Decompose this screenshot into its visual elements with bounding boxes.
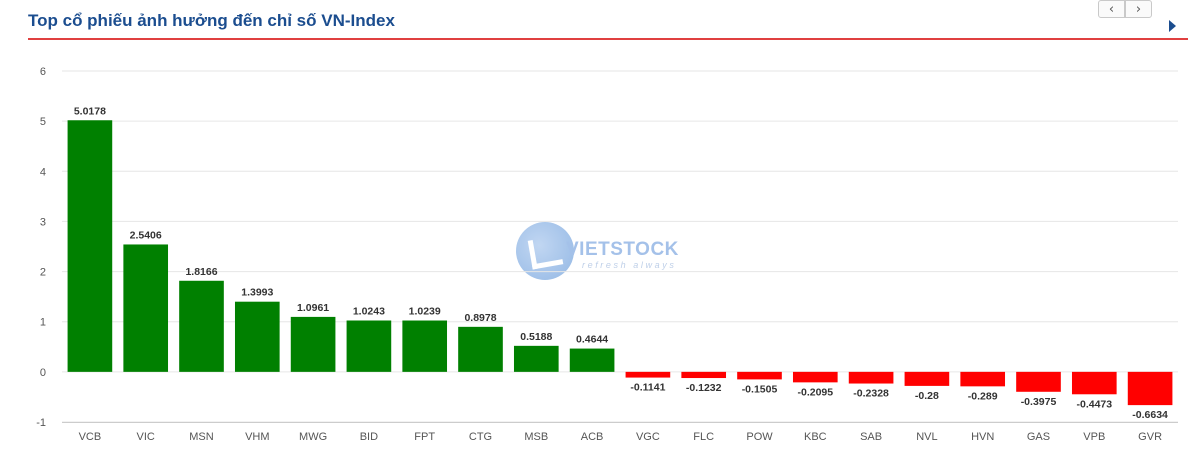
y-tick-label: 6 bbox=[40, 66, 46, 78]
data-label: 1.3993 bbox=[241, 287, 273, 299]
y-tick-label: 1 bbox=[40, 317, 46, 329]
bar bbox=[123, 244, 169, 372]
x-tick-label: SAB bbox=[860, 431, 882, 443]
x-tick-label: MSN bbox=[189, 431, 214, 443]
data-label: -0.1141 bbox=[630, 382, 665, 394]
data-label: -0.2095 bbox=[797, 386, 833, 398]
bar bbox=[737, 371, 782, 380]
data-label: -0.4473 bbox=[1076, 398, 1112, 410]
bar bbox=[848, 371, 894, 384]
bar bbox=[346, 320, 392, 372]
y-tick-label: 0 bbox=[40, 367, 46, 379]
data-label: -0.1505 bbox=[742, 383, 778, 395]
x-tick-label: MWG bbox=[299, 431, 327, 443]
x-tick-label: GVR bbox=[1138, 431, 1162, 443]
x-tick-label: HVN bbox=[971, 431, 994, 443]
x-tick-label: VPB bbox=[1083, 431, 1105, 443]
x-tick-label: BID bbox=[360, 431, 378, 443]
data-label: 5.0178 bbox=[74, 105, 106, 117]
y-tick-label: -1 bbox=[36, 417, 46, 429]
globe-logo-icon bbox=[516, 222, 574, 280]
bar bbox=[1071, 371, 1117, 395]
bar bbox=[681, 371, 727, 379]
x-tick-label: FPT bbox=[414, 431, 435, 443]
bar bbox=[290, 316, 336, 372]
data-label: 0.4644 bbox=[576, 334, 608, 346]
x-tick-label: VHM bbox=[245, 431, 269, 443]
vietstock-watermark: VIETSTOCK refresh always bbox=[516, 222, 706, 284]
bar bbox=[1016, 371, 1061, 392]
bar bbox=[402, 320, 448, 372]
play-arrow-icon[interactable] bbox=[1169, 20, 1176, 32]
watermark-tagline: refresh always bbox=[582, 260, 677, 270]
data-label: 0.8978 bbox=[464, 312, 496, 324]
x-tick-label: CTG bbox=[469, 431, 492, 443]
x-tick-label: VIC bbox=[137, 431, 155, 443]
x-tick-label: VCB bbox=[79, 431, 102, 443]
bar bbox=[458, 326, 503, 372]
data-label: 1.0243 bbox=[353, 305, 385, 317]
x-tick-label: KBC bbox=[804, 431, 827, 443]
bar bbox=[625, 371, 671, 378]
bar bbox=[67, 120, 113, 372]
x-tick-label: FLC bbox=[693, 431, 714, 443]
chart-title: Top cổ phiếu ảnh hưởng đến chỉ số VN-Ind… bbox=[28, 11, 395, 30]
y-tick-label: 4 bbox=[40, 166, 46, 178]
data-label: -0.6634 bbox=[1132, 409, 1168, 421]
bar bbox=[792, 371, 838, 383]
bar bbox=[569, 348, 615, 372]
y-tick-label: 2 bbox=[40, 267, 46, 279]
bar bbox=[904, 371, 950, 386]
title-underline bbox=[28, 38, 1188, 40]
y-tick-label: 3 bbox=[40, 216, 46, 228]
next-button[interactable]: › bbox=[1125, 0, 1152, 18]
data-label: 1.0961 bbox=[297, 302, 329, 314]
watermark-word: VIETSTOCK bbox=[566, 239, 679, 260]
data-label: -0.2328 bbox=[853, 388, 889, 400]
x-tick-label: MSB bbox=[524, 431, 548, 443]
data-label: -0.3975 bbox=[1021, 396, 1057, 408]
bar bbox=[179, 280, 224, 372]
chart-header: Top cổ phiếu ảnh hưởng đến chỉ số VN-Ind… bbox=[28, 0, 1188, 42]
bar bbox=[234, 301, 280, 372]
x-tick-label: ACB bbox=[581, 431, 604, 443]
bar bbox=[960, 371, 1006, 387]
data-label: 0.5188 bbox=[520, 331, 552, 343]
y-tick-label: 5 bbox=[40, 116, 46, 128]
data-label: -0.1232 bbox=[686, 382, 722, 394]
x-tick-label: NVL bbox=[916, 431, 937, 443]
x-tick-label: GAS bbox=[1027, 431, 1050, 443]
previous-button[interactable]: ‹ bbox=[1098, 0, 1125, 18]
data-label: -0.289 bbox=[968, 390, 998, 402]
data-label: 1.0239 bbox=[409, 306, 441, 318]
bar bbox=[513, 345, 559, 372]
data-label: 1.8166 bbox=[185, 266, 217, 278]
data-label: -0.28 bbox=[915, 390, 939, 402]
x-tick-label: VGC bbox=[636, 431, 660, 443]
x-tick-label: POW bbox=[746, 431, 773, 443]
data-label: 2.5406 bbox=[130, 229, 162, 241]
bar bbox=[1127, 371, 1173, 406]
